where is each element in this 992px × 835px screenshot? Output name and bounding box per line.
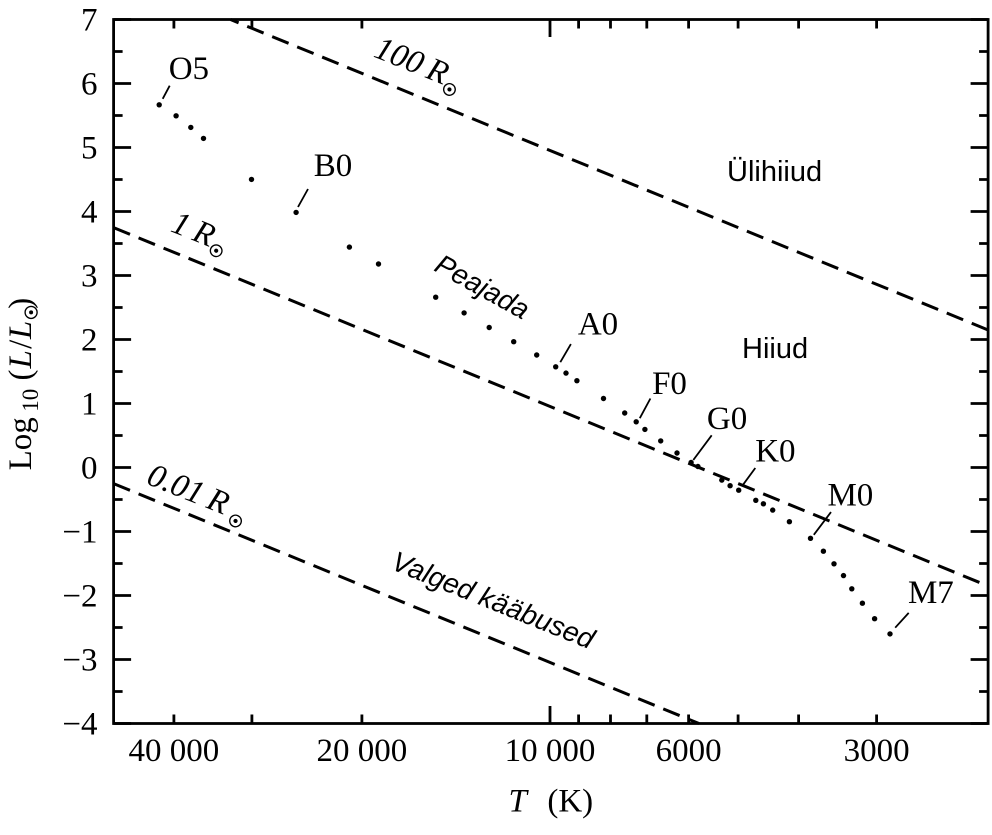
svg-text:7: 7: [81, 3, 98, 39]
svg-text:2: 2: [81, 323, 98, 359]
svg-text:M0: M0: [827, 478, 873, 514]
svg-text:0: 0: [81, 451, 98, 487]
svg-text:T (K): T (K): [509, 784, 594, 820]
svg-text:B0: B0: [314, 148, 353, 184]
svg-text:F0: F0: [652, 366, 687, 402]
svg-text:10 000: 10 000: [505, 733, 596, 769]
svg-text:3000: 3000: [844, 733, 910, 769]
svg-text:6: 6: [81, 67, 98, 103]
svg-text:40 000: 40 000: [129, 733, 220, 769]
svg-text:6000: 6000: [656, 733, 722, 769]
svg-text:−3: −3: [62, 643, 97, 679]
svg-text:3: 3: [81, 259, 98, 295]
svg-text:−1: −1: [62, 515, 97, 551]
svg-text:−2: −2: [62, 579, 97, 615]
svg-text:Log10 (L/L): Log10 (L/L): [3, 298, 43, 471]
svg-text:5: 5: [81, 131, 98, 167]
svg-text:Hiiud: Hiiud: [742, 333, 808, 365]
svg-text:Ülihiiud: Ülihiiud: [727, 156, 822, 188]
svg-text:A0: A0: [578, 307, 618, 343]
svg-text:G0: G0: [707, 401, 747, 437]
svg-text:K0: K0: [755, 433, 795, 469]
svg-text:O5: O5: [169, 51, 209, 87]
svg-text:M7: M7: [908, 575, 954, 611]
svg-text:−4: −4: [62, 707, 97, 743]
svg-text:1: 1: [81, 387, 98, 423]
svg-text:20 000: 20 000: [317, 733, 408, 769]
svg-text:4: 4: [81, 195, 98, 231]
